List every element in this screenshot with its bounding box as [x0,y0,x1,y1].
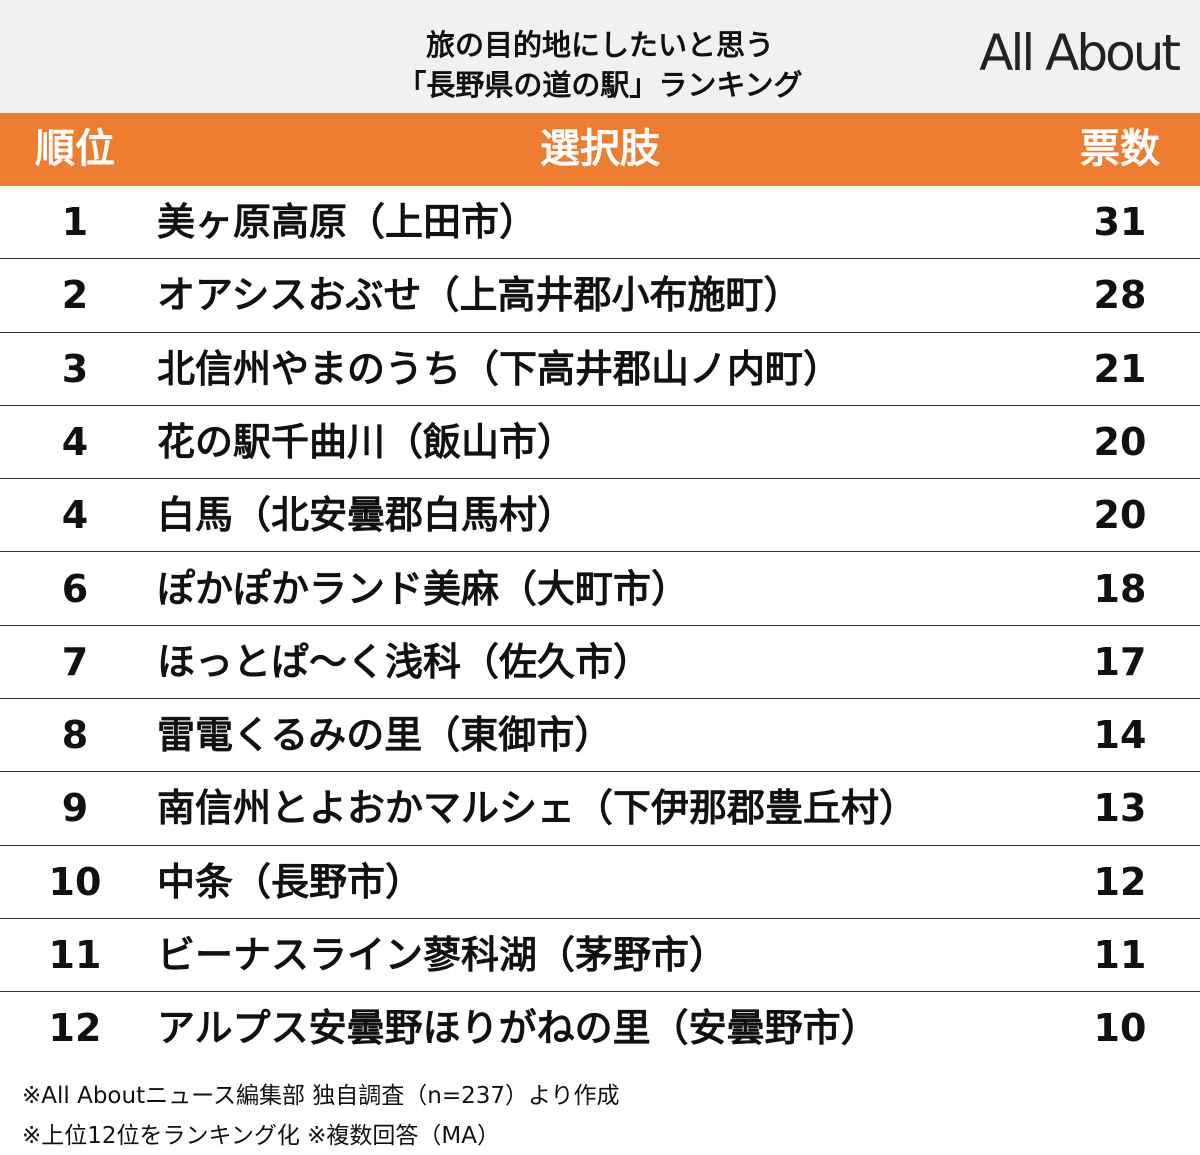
station-name: 雷電くるみの里（東御市） [157,713,613,758]
table-row: 2 オアシスおぶせ（上高井郡小布施町） 28 [0,259,1200,333]
header-band: 旅の目的地にしたいと思う 「長野県の道の駅」ランキング All About [0,0,1200,113]
column-header: 選択肢 [540,126,660,172]
station-name: 中条（長野市） [157,859,424,904]
title-line: 旅の目的地にしたいと思う [425,28,774,62]
rank: 4 [61,493,89,538]
table-header: 順位 選択肢 票数 [0,113,1200,186]
logo: All About [979,24,1181,82]
votes: 17 [1093,639,1147,684]
table-row: 8 雷電くるみの里（東御市） 14 [0,699,1200,773]
votes: 11 [1093,933,1147,977]
table-row: 6 ぽかぽかランド美麻（大町市） 18 [0,553,1200,626]
votes: 13 [1093,786,1147,831]
station-name: 南信州とよおかマルシェ（下伊那郡豊丘村） [157,786,918,831]
column-header: 票数 [1080,126,1160,172]
table-row: 11 ビーナスライン蓼科湖（茅野市） 11 [0,919,1200,993]
rank: 9 [61,786,89,831]
station-name: オアシスおぶせ（上高井郡小布施町） [157,273,802,318]
station-name: アルプス安曇野ほりがねの里（安曇野市） [157,1006,879,1051]
votes: 14 [1093,713,1147,758]
station-name: 白馬（北安曇郡白馬村） [157,493,576,538]
station-name: 北信州やまのうち（下高井郡山ノ内町） [157,346,842,391]
table-row: 10 中条（長野市） 12 [0,846,1200,919]
votes: 12 [1093,859,1147,904]
station-name: ビーナスライン蓼科湖（茅野市） [157,933,728,977]
footnote: ※All Aboutニュース編集部 独自調査（n=237）より作成 [22,1083,620,1109]
station-name: 花の駅千曲川（飯山市） [157,419,576,464]
votes: 20 [1093,493,1147,538]
rank: 4 [61,419,89,464]
rank: 7 [61,639,89,684]
station-name: ほっとぱ～く浅科（佐久市） [157,639,652,684]
table-row: 1 美ヶ原高原（上田市） 31 [0,186,1200,260]
table-row: 7 ほっとぱ～く浅科（佐久市） 17 [0,626,1200,700]
rank: 12 [48,1006,102,1051]
rank: 1 [61,200,89,244]
rank: 8 [61,713,89,758]
station-name: 美ヶ原高原（上田市） [157,200,538,244]
table-row: 4 花の駅千曲川（飯山市） 20 [0,406,1200,480]
votes: 20 [1093,419,1147,464]
station-name: ぽかぽかランド美麻（大町市） [157,566,690,611]
table-row: 12 アルプス安曇野ほりがねの里（安曇野市） 10 [0,992,1200,1064]
footnote: ※上位12位をランキング化 ※複数回答（MA） [22,1123,501,1149]
title-line: 「長野県の道の駅」ランキング [397,68,803,102]
votes: 31 [1093,200,1147,244]
table-row: 4 白馬（北安曇郡白馬村） 20 [0,479,1200,553]
votes: 10 [1093,1006,1147,1051]
rank: 2 [61,273,89,318]
votes: 21 [1093,346,1147,391]
votes: 28 [1093,273,1147,318]
column-header: 順位 [35,126,115,172]
rank: 6 [61,566,89,611]
rank: 10 [48,859,102,904]
votes: 18 [1093,566,1147,611]
rank: 3 [61,346,89,391]
rank: 11 [48,933,102,977]
table-row: 3 北信州やまのうち（下高井郡山ノ内町） 21 [0,333,1200,406]
table-row: 9 南信州とよおかマルシェ（下伊那郡豊丘村） 13 [0,772,1200,846]
